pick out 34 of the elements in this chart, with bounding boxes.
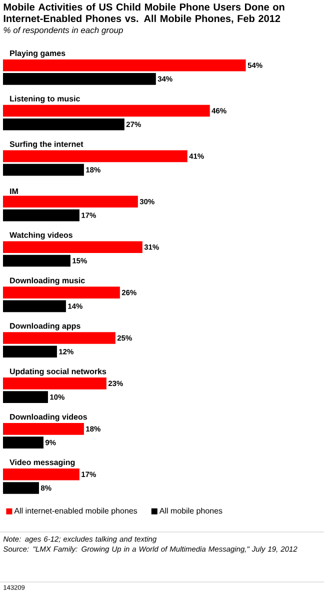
bar — [3, 482, 39, 494]
bar — [3, 104, 210, 117]
legend-label: All internet-enabled mobile phones — [14, 508, 138, 516]
bar — [3, 59, 246, 72]
bar — [3, 391, 48, 403]
bar — [3, 241, 142, 254]
bar — [3, 436, 44, 448]
y-tick-label: Video messaging — [10, 459, 75, 467]
y-tick-label: Downloading apps — [10, 322, 80, 330]
y-tick-label: IM — [10, 188, 18, 194]
y-tick-label: Surfing the internet — [10, 141, 84, 149]
y-tick-label: Playing games — [10, 50, 66, 58]
bar — [3, 468, 80, 480]
chart-title: Mobile Activities of US Child Mobile Phone Users Done on Internet-Enabled Phones vs. All Mobile Phones, Feb 2012 — [4, 3, 284, 24]
bar — [3, 164, 84, 176]
bar — [3, 118, 124, 130]
y-tick-label: Listening to music — [10, 96, 80, 104]
chart-subtitle: % of respondents in each group — [4, 26, 123, 35]
legend-label: All mobile phones — [159, 508, 222, 516]
bar — [3, 286, 120, 298]
bar — [3, 332, 116, 344]
bar — [3, 196, 138, 208]
bar — [3, 423, 84, 435]
bar — [3, 209, 80, 222]
bar — [3, 378, 106, 390]
bar — [3, 300, 66, 312]
y-tick-label: Downloading music — [10, 277, 85, 285]
bar — [3, 150, 188, 162]
y-tick-label: Watching videos — [10, 232, 72, 240]
bar — [3, 73, 156, 85]
bar — [3, 346, 57, 358]
y-tick-label: Downloading videos — [10, 414, 87, 422]
bar — [3, 254, 70, 267]
y-tick-label: Updating social networks — [10, 368, 106, 376]
